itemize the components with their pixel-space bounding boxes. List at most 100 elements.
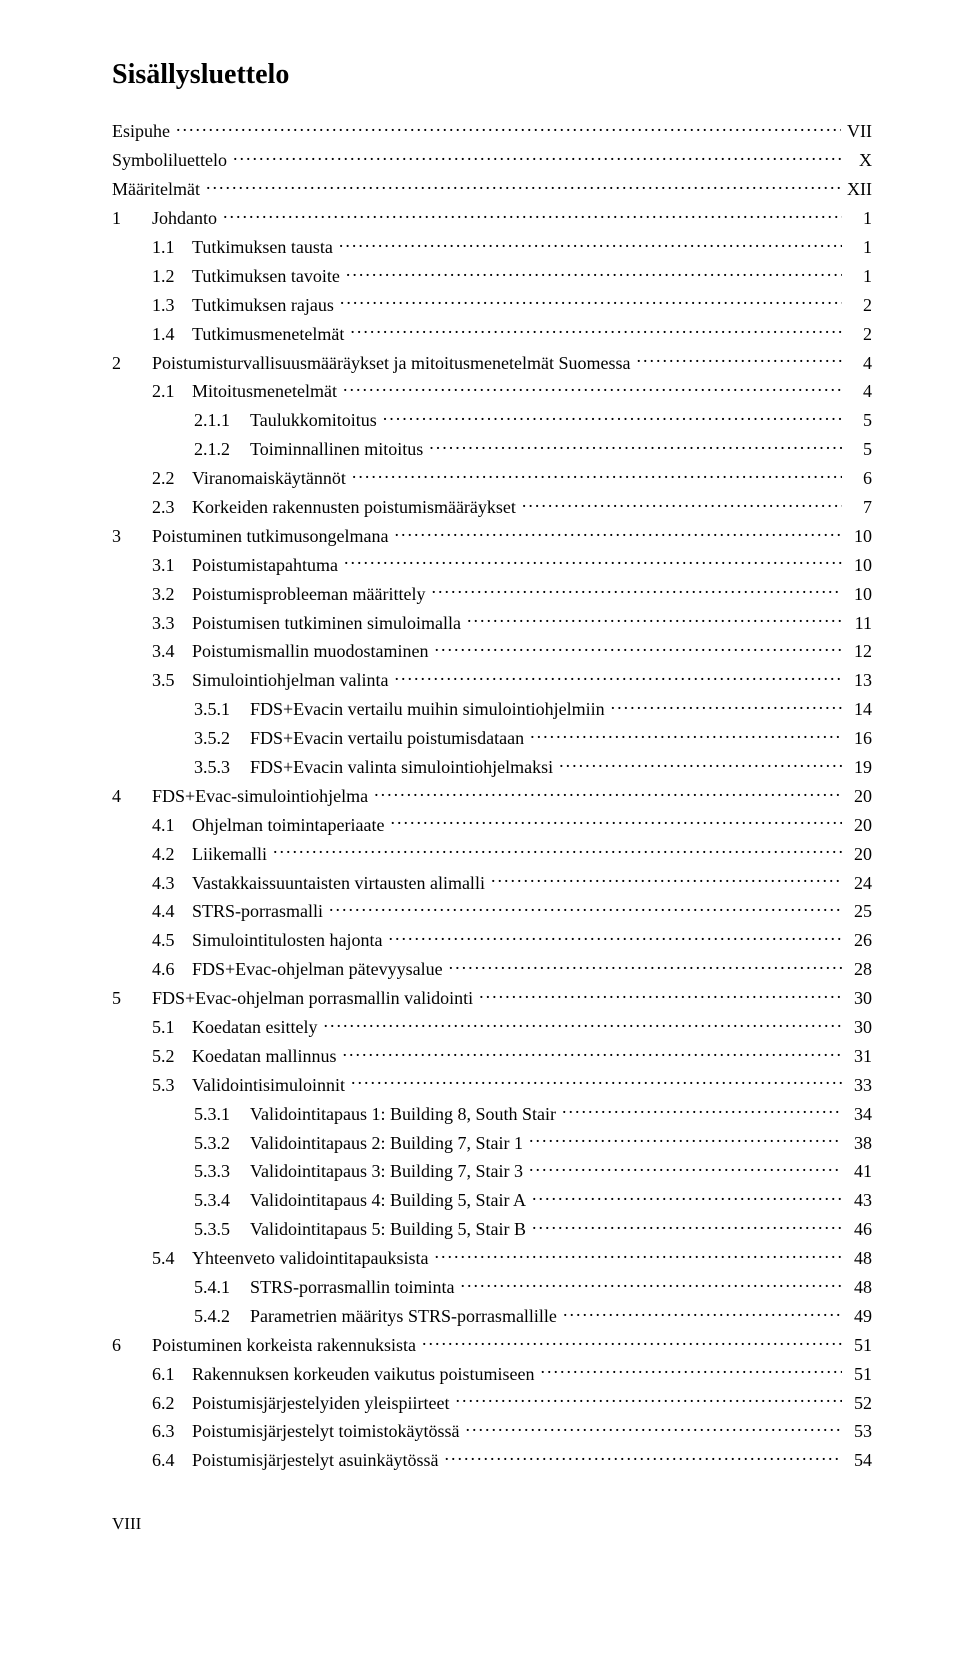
- toc-leader: [435, 636, 842, 658]
- toc-label: Yhteenveto validointitapauksista: [192, 1246, 434, 1270]
- toc-number: 3.5.3: [194, 755, 250, 779]
- toc-leader: [342, 1040, 842, 1062]
- toc-label: Poistumistapahtuma: [192, 553, 344, 577]
- toc-leader: [340, 289, 842, 311]
- toc-page: 4: [842, 351, 872, 375]
- toc-label: Mitoitusmenetelmät: [192, 379, 343, 403]
- toc-number: 2.1.1: [194, 408, 250, 432]
- toc-page: 1: [842, 264, 872, 288]
- toc-entry: 1.3Tutkimuksen rajaus2: [112, 289, 872, 317]
- toc-label: Poistumismallin muodostaminen: [192, 639, 435, 663]
- toc-page: 10: [842, 553, 872, 577]
- toc-entry: 3.5Simulointiohjelman valinta13: [112, 665, 872, 693]
- toc-leader: [394, 665, 842, 687]
- toc-entry: 3.5.1FDS+Evacin vertailu muihin simuloin…: [112, 694, 872, 722]
- toc-leader: [206, 174, 841, 196]
- toc-page: 38: [842, 1131, 872, 1155]
- toc-number: 6: [112, 1333, 152, 1357]
- toc-entry: 4.4STRS-porrasmalli25: [112, 896, 872, 924]
- toc-number: 6.4: [152, 1448, 192, 1472]
- toc-number: 4: [112, 784, 152, 808]
- toc-leader: [390, 809, 842, 831]
- toc-page: VII: [841, 119, 872, 143]
- toc-label: Toiminnallinen mitoitus: [250, 437, 429, 461]
- toc-leader: [223, 202, 842, 224]
- toc-label: Vastakkaissuuntaisten virtausten alimall…: [192, 871, 491, 895]
- toc-entry: 5.3.5Validointitapaus 5: Building 5, Sta…: [112, 1214, 872, 1242]
- toc-leader: [431, 578, 842, 600]
- toc-label: Poistumisturvallisuusmääräykset ja mitoi…: [152, 351, 636, 375]
- toc-page: 20: [842, 842, 872, 866]
- toc-number: 5.4: [152, 1246, 192, 1270]
- toc-label: Poistumisen tutkiminen simuloimalla: [192, 611, 467, 635]
- toc-leader: [344, 549, 842, 571]
- toc-label: Taulukkomitoitus: [250, 408, 383, 432]
- toc-number: 2.3: [152, 495, 192, 519]
- toc-number: 6.3: [152, 1419, 192, 1443]
- toc-number: 3.5: [152, 668, 192, 692]
- toc-entry: 4.3Vastakkaissuuntaisten virtausten alim…: [112, 867, 872, 895]
- toc-page: 2: [842, 322, 872, 346]
- toc-number: 5.3.3: [194, 1159, 250, 1183]
- toc-label: FDS+Evac-ohjelman porrasmallin validoint…: [152, 986, 479, 1010]
- toc-label: FDS+Evacin vertailu poistumisdataan: [250, 726, 530, 750]
- toc-entry: 3.5.3FDS+Evacin valinta simulointiohjelm…: [112, 751, 872, 779]
- toc-label: Validointitapaus 5: Building 5, Stair B: [250, 1217, 532, 1241]
- toc-number: 3.4: [152, 639, 192, 663]
- toc-entry: 5.3.4Validointitapaus 4: Building 5, Sta…: [112, 1185, 872, 1213]
- toc-entry: 5.3.1Validointitapaus 1: Building 8, Sou…: [112, 1098, 872, 1126]
- toc-number: 4.3: [152, 871, 192, 895]
- toc-leader: [530, 723, 842, 745]
- toc-page: 12: [842, 639, 872, 663]
- toc-number: 5.3.5: [194, 1217, 250, 1241]
- toc-page: 43: [842, 1188, 872, 1212]
- toc-page: 48: [842, 1246, 872, 1270]
- toc-leader: [522, 491, 842, 513]
- toc-label: FDS+Evac-ohjelman pätevyysalue: [192, 957, 449, 981]
- toc-page: 51: [842, 1362, 872, 1386]
- toc-label: Tutkimusmenetelmät: [192, 322, 350, 346]
- toc-label: Poistumisjärjestelyiden yleispiirteet: [192, 1391, 455, 1415]
- toc-title: Sisällysluettelo: [112, 56, 872, 94]
- toc-page: 20: [842, 813, 872, 837]
- toc-leader: [383, 405, 842, 427]
- toc-label: Validointitapaus 2: Building 7, Stair 1: [250, 1131, 529, 1155]
- toc-page: 48: [842, 1275, 872, 1299]
- toc-label: Poistuminen tutkimusongelmana: [152, 524, 395, 548]
- toc-leader: [466, 1416, 843, 1438]
- toc-entry: 3.5.2FDS+Evacin vertailu poistumisdataan…: [112, 723, 872, 751]
- toc-entry: 4.6FDS+Evac-ohjelman pätevyysalue28: [112, 954, 872, 982]
- toc-number: 5.3.2: [194, 1131, 250, 1155]
- toc-leader: [562, 1098, 842, 1120]
- toc-label: FDS+Evac-simulointiohjelma: [152, 784, 374, 808]
- toc-page: 11: [842, 611, 872, 635]
- toc-page: 13: [842, 668, 872, 692]
- toc-label: FDS+Evacin vertailu muihin simulointiohj…: [250, 697, 611, 721]
- toc-page: 54: [842, 1448, 872, 1472]
- toc-label: Tutkimuksen tavoite: [192, 264, 346, 288]
- toc-entry: 4.5Simulointitulosten hajonta26: [112, 925, 872, 953]
- toc-entry: 3.4Poistumismallin muodostaminen 12: [112, 636, 872, 664]
- toc-leader: [389, 925, 843, 947]
- toc-entry: 2Poistumisturvallisuusmääräykset ja mito…: [112, 347, 872, 375]
- toc-entry: 2.1Mitoitusmenetelmät4: [112, 376, 872, 404]
- toc-entry: 5.3.3Validointitapaus 3: Building 7, Sta…: [112, 1156, 872, 1184]
- toc-label: FDS+Evacin valinta simulointiohjelmaksi: [250, 755, 559, 779]
- toc-entry: 6.2Poistumisjärjestelyiden yleispiirteet…: [112, 1387, 872, 1415]
- toc-number: 5.3: [152, 1073, 192, 1097]
- toc-entry: 6.4Poistumisjärjestelyt asuinkäytössä54: [112, 1445, 872, 1473]
- toc-leader: [339, 231, 842, 253]
- toc-label: Ohjelman toimintaperiaate: [192, 813, 390, 837]
- toc-leader: [540, 1358, 842, 1380]
- toc-leader: [563, 1300, 842, 1322]
- toc-page: 19: [842, 755, 872, 779]
- toc-number: 1.4: [152, 322, 192, 346]
- toc-page: 33: [842, 1073, 872, 1097]
- toc-page: X: [842, 148, 872, 172]
- toc-page: 31: [842, 1044, 872, 1068]
- toc-label: Validointisimuloinnit: [192, 1073, 351, 1097]
- toc-page: 34: [842, 1102, 872, 1126]
- toc-entry: 3.1Poistumistapahtuma10: [112, 549, 872, 577]
- toc-entry: 2.1.2Toiminnallinen mitoitus5: [112, 434, 872, 462]
- toc-page: 30: [842, 986, 872, 1010]
